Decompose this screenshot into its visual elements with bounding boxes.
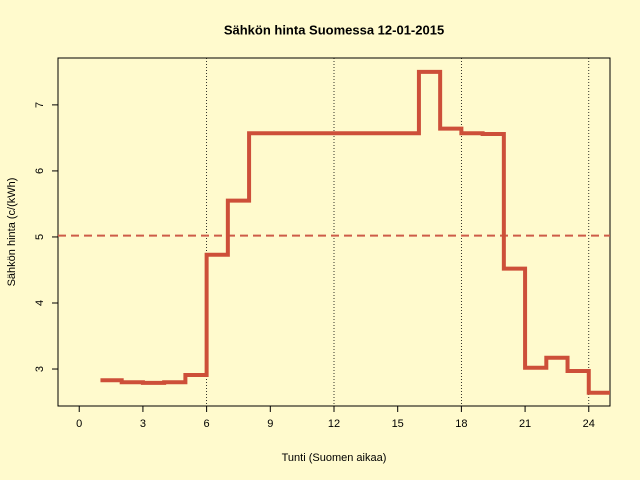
y-axis-label: Sähkön hinta (c/(kWh) bbox=[6, 178, 18, 287]
y-tick-label: 5 bbox=[34, 234, 46, 240]
chart-title: Sähkön hinta Suomessa 12-01-2015 bbox=[224, 22, 444, 37]
x-tick-label: 6 bbox=[204, 418, 210, 430]
x-tick-label: 12 bbox=[328, 418, 340, 430]
x-tick-label: 9 bbox=[267, 418, 273, 430]
price-line bbox=[100, 69, 610, 395]
x-axis-label: Tunti (Suomen aikaa) bbox=[282, 452, 387, 464]
x-tick-label: 18 bbox=[455, 418, 467, 430]
x-tick-label: 21 bbox=[519, 418, 531, 430]
x-tick-label: 24 bbox=[583, 418, 595, 430]
x-tick-label: 15 bbox=[392, 418, 404, 430]
x-tick-label: 0 bbox=[76, 418, 82, 430]
y-tick-label: 4 bbox=[34, 300, 46, 306]
y-tick-label: 7 bbox=[34, 102, 46, 108]
y-tick-label: 3 bbox=[34, 366, 46, 372]
x-tick-label: 3 bbox=[140, 418, 146, 430]
y-tick-label: 6 bbox=[34, 168, 46, 174]
